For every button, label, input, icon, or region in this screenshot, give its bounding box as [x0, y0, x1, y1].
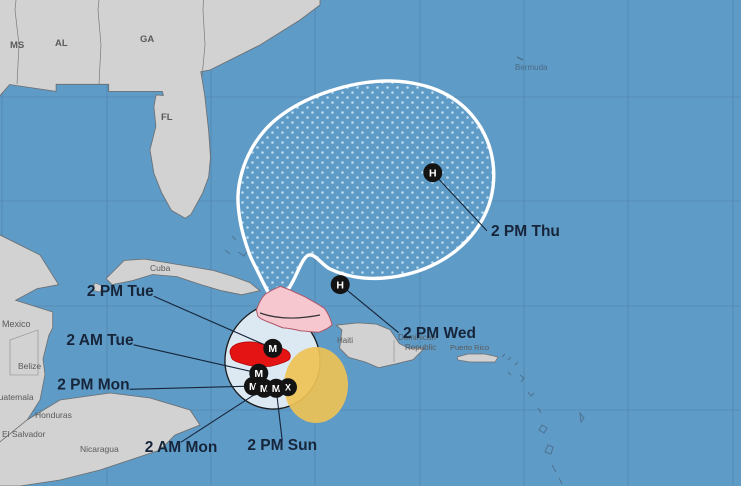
svg-text:2 AM Tue: 2 AM Tue — [66, 332, 134, 349]
svg-text:2 AM Mon: 2 AM Mon — [145, 439, 218, 456]
svg-text:Guatemala: Guatemala — [0, 392, 34, 402]
svg-text:Mexico: Mexico — [2, 319, 31, 329]
svg-text:AL: AL — [55, 38, 68, 49]
svg-text:Honduras: Honduras — [35, 410, 72, 420]
svg-text:Cuba: Cuba — [150, 263, 171, 273]
svg-text:Nicaragua: Nicaragua — [80, 444, 119, 454]
svg-text:Puerto Rico: Puerto Rico — [450, 343, 489, 352]
svg-text:Haiti: Haiti — [337, 336, 353, 345]
svg-text:Belize: Belize — [18, 361, 41, 371]
svg-text:2 PM Tue: 2 PM Tue — [87, 283, 154, 300]
svg-text:2 PM Mon: 2 PM Mon — [57, 376, 129, 393]
svg-text:El Salvador: El Salvador — [2, 429, 46, 439]
svg-text:M: M — [268, 343, 277, 355]
svg-text:Bermuda: Bermuda — [515, 63, 548, 72]
svg-text:2 PM Sun: 2 PM Sun — [247, 437, 317, 454]
svg-text:X: X — [285, 383, 291, 393]
svg-text:2 PM Wed: 2 PM Wed — [403, 325, 476, 342]
svg-text:H: H — [336, 279, 344, 291]
svg-text:MS: MS — [10, 40, 24, 51]
svg-text:FL: FL — [161, 112, 173, 123]
svg-text:H: H — [429, 168, 437, 180]
svg-text:Republic: Republic — [405, 343, 436, 352]
svg-text:2 PM Thu: 2 PM Thu — [491, 223, 560, 240]
svg-text:GA: GA — [140, 34, 154, 45]
